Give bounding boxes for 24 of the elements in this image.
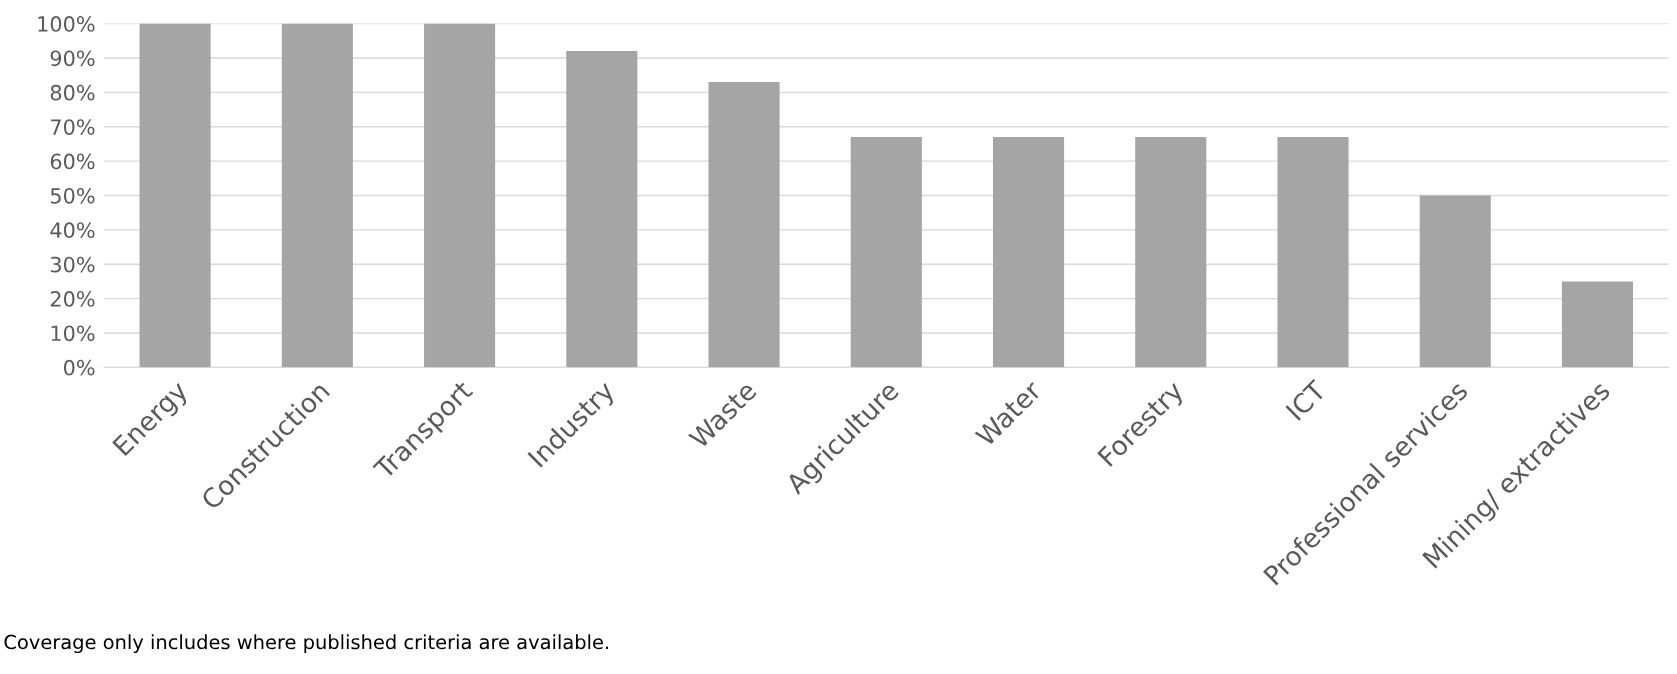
x-tick-label: ICT xyxy=(1285,378,1328,421)
y-tick-label: 80% xyxy=(50,84,95,101)
bar xyxy=(281,23,353,368)
bar xyxy=(850,137,922,368)
y-tick-label: 100% xyxy=(38,16,95,32)
text: Coverage only includes where published criteria are available. xyxy=(4,634,609,654)
y-tick-label: 40% xyxy=(50,222,95,239)
bar xyxy=(1277,137,1349,368)
y-tick-label: 90% xyxy=(50,50,95,67)
bar xyxy=(1419,195,1491,368)
bar xyxy=(139,23,211,368)
bar xyxy=(424,23,496,368)
y-tick-label: 10% xyxy=(51,325,95,342)
y-tick-label: 20% xyxy=(50,291,95,307)
bar xyxy=(1561,281,1634,368)
y-tick-label: 50% xyxy=(50,187,95,204)
bar xyxy=(566,51,638,368)
bar xyxy=(992,137,1065,368)
bar xyxy=(1135,137,1207,368)
y-tick-label: 0% xyxy=(63,359,95,376)
y-tick-label: 70% xyxy=(51,119,95,135)
y-tick-label: 60% xyxy=(50,153,95,170)
bar xyxy=(708,82,780,368)
y-tick-label: 30% xyxy=(50,256,95,273)
